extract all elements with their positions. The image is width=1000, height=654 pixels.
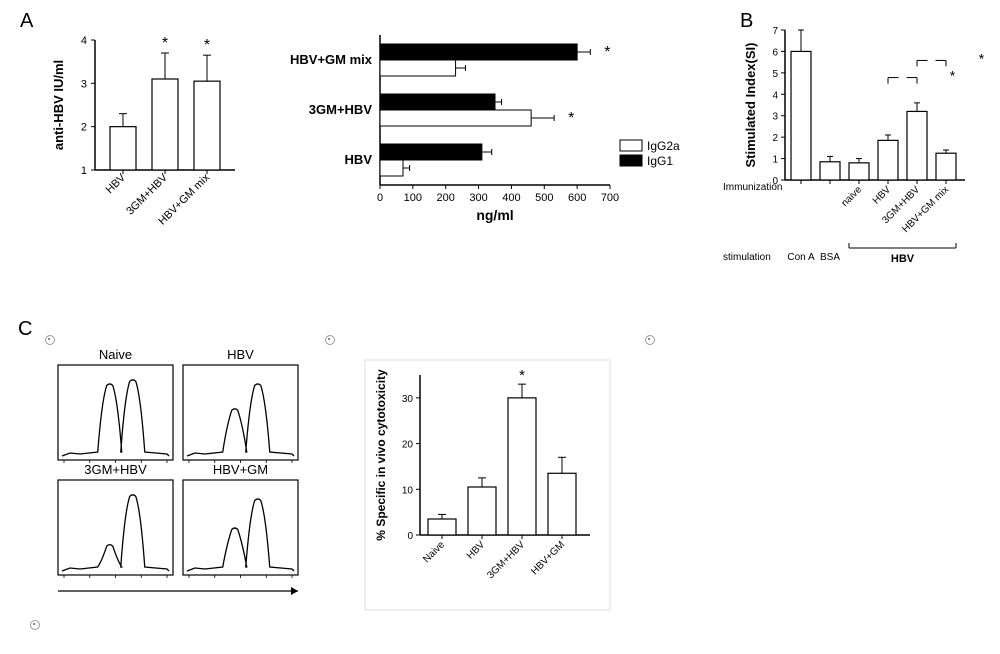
svg-text:*: * [162,35,168,52]
svg-text:600: 600 [568,192,586,204]
svg-text:300: 300 [469,192,487,204]
svg-text:200: 200 [437,192,455,204]
svg-text:HBV: HBV [227,347,254,362]
svg-text:3GM+HBV: 3GM+HBV [84,462,147,477]
svg-text:Con A: Con A [787,252,815,263]
svg-text:3GM+HBV: 3GM+HBV [309,102,373,117]
panel-c-label: C [18,318,32,341]
svg-text:500: 500 [535,192,553,204]
svg-text:3GM+HBV: 3GM+HBV [485,539,527,581]
svg-text:3: 3 [81,78,87,90]
svg-text:*: * [979,50,985,66]
svg-text:0: 0 [377,192,383,204]
svg-text:3: 3 [772,112,778,123]
panel-a-label: A [20,10,33,33]
svg-text:HBV: HBV [871,184,894,207]
svg-text:6: 6 [772,47,778,58]
svg-text:1: 1 [772,155,778,166]
svg-text:HBV+GM: HBV+GM [213,462,268,477]
svg-text:2: 2 [81,122,87,134]
svg-text:% Specific in vivo cytotoxicit: % Specific in vivo cytotoxicity [374,369,388,541]
svg-text:naive: naive [839,184,864,209]
svg-text:2: 2 [772,133,778,144]
panel-b-chart: 01234567Stimulated Index(SI)naiveHBV3GM+… [715,20,995,300]
svg-text:Naive: Naive [421,539,447,565]
svg-text:Immunization: Immunization [723,182,782,193]
svg-text:HBV+GM: HBV+GM [529,539,567,577]
panel-a-left-chart: 1234anti-HBV IU/mlHBV*3GM+HBV*HBV+GM mix [40,20,260,270]
svg-text:*: * [950,68,956,84]
dot-marker-icon [325,335,335,345]
svg-text:30: 30 [402,394,414,405]
svg-text:*: * [204,37,210,54]
svg-text:10: 10 [402,485,414,496]
svg-text:*: * [604,44,610,61]
svg-text:IgG2a: IgG2a [647,139,680,153]
svg-text:700: 700 [601,192,619,204]
dot-marker-icon [45,335,55,345]
svg-text:Naive: Naive [99,347,132,362]
svg-text:IgG1: IgG1 [647,154,673,168]
svg-text:*: * [568,110,574,127]
svg-text:400: 400 [502,192,520,204]
svg-text:4: 4 [81,35,87,47]
svg-text:4: 4 [772,90,778,101]
svg-text:1: 1 [81,165,87,177]
svg-text:HBV: HBV [891,253,915,265]
svg-text:HBV: HBV [345,152,373,167]
dot-marker-icon [30,620,40,630]
svg-text:ng/ml: ng/ml [476,207,513,223]
svg-text:5: 5 [772,69,778,80]
panel-c-bar-chart: 0 10 20 30 % Specific in vivo cytotoxicity Na… [360,355,620,645]
panel-a-right-chart: 0 100 200 300 400 500 600 700 ng/ml HBV+GM mix * 3G… [270,10,680,240]
svg-text:anti-HBV IU/ml: anti-HBV IU/ml [51,60,66,150]
svg-text:0: 0 [407,531,413,542]
svg-text:HBV: HBV [465,539,488,562]
svg-text:20: 20 [402,440,414,451]
svg-text:7: 7 [772,26,778,37]
panel-c-histograms: Naive HBV 3GM+HBV HBV+GM [48,340,328,600]
dot-marker-icon [645,335,655,345]
svg-text:BSA: BSA [820,252,840,263]
svg-text:*: * [519,367,525,384]
svg-text:HBV: HBV [104,171,129,196]
svg-text:Stimulated Index(SI): Stimulated Index(SI) [743,43,758,168]
svg-text:100: 100 [404,192,422,204]
svg-text:stimulation: stimulation [723,252,771,263]
svg-text:HBV+GM mix: HBV+GM mix [290,52,373,67]
